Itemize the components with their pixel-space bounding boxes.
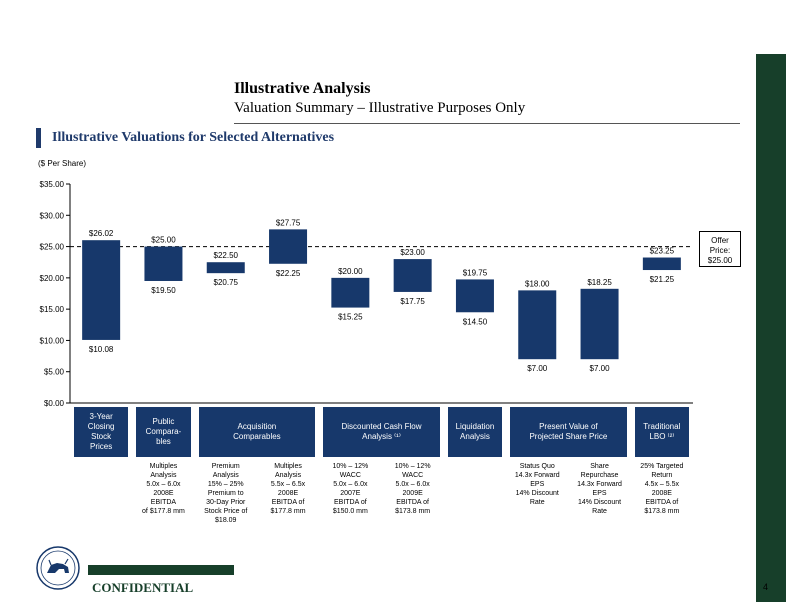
category-box: 3-Year Closing Stock Prices <box>74 407 129 457</box>
bar-low-label: $7.00 <box>527 364 548 373</box>
y-tick-label: $20.00 <box>40 274 65 283</box>
header-accent-bar <box>756 54 786 602</box>
page-number: 4 <box>763 582 769 592</box>
bar-low-label: $20.75 <box>214 278 239 287</box>
page-subtitle: Valuation Summary – Illustrative Purpose… <box>234 100 526 116</box>
range-bar <box>331 277 370 308</box>
range-bar <box>455 279 494 313</box>
range-bar <box>393 259 432 292</box>
category-box: Traditional LBO ⁽²⁾ <box>634 407 689 457</box>
bar-high-label: $25.00 <box>151 236 176 245</box>
range-bar <box>642 257 681 271</box>
y-tick-label: $30.00 <box>40 211 65 220</box>
y-tick-label: $0.00 <box>44 399 65 408</box>
bar-low-label: $14.50 <box>463 317 488 326</box>
confidential-label: CONFIDENTIAL <box>92 580 194 595</box>
units-label: ($ Per Share) <box>38 159 87 168</box>
category-note: Multiples Analysis 5.0x – 6.0x 2008E EBI… <box>142 463 185 515</box>
bar-high-label: $19.75 <box>463 268 488 277</box>
category-note: 10% – 12% WACC 5.0x – 6.0x 2009E EBITDA … <box>394 463 431 515</box>
bar-high-label: $27.75 <box>276 218 301 227</box>
y-tick-label: $10.00 <box>40 336 65 345</box>
y-tick-label: $15.00 <box>40 305 65 314</box>
category-note: Status Quo 14.3x Forward EPS 14% Discoun… <box>514 463 560 506</box>
page-title: Illustrative Analysis <box>234 80 371 97</box>
bar-high-label: $18.00 <box>525 279 550 288</box>
category-box: Public Compara- bles <box>136 407 191 457</box>
y-tick-label: $35.00 <box>40 180 65 189</box>
category-note: 25% Targeted Return 4.5x – 5.5x 2008E EB… <box>640 463 684 515</box>
bar-high-label: $20.00 <box>338 267 363 276</box>
bar-high-label: $23.00 <box>400 248 425 257</box>
category-note: Premium Analysis 15% – 25% Premium to 30… <box>204 463 248 524</box>
y-tick-label: $25.00 <box>40 243 65 252</box>
range-bar <box>82 240 121 340</box>
range-bar <box>518 290 557 360</box>
category-note: Share Repurchase 14.3x Forward EPS 14% D… <box>577 463 622 515</box>
bar-high-label: $22.50 <box>214 251 239 260</box>
company-logo <box>36 546 80 590</box>
category-box: Present Value of Projected Share Price <box>510 407 627 457</box>
bar-low-label: $7.00 <box>590 364 611 373</box>
range-bar <box>580 288 619 360</box>
category-box: Liquidation Analysis <box>447 407 503 457</box>
category-note: 10% – 12% WACC 5.0x – 6.0x 2007E EBITDA … <box>332 463 369 515</box>
range-bar <box>144 246 183 281</box>
bar-high-label: $23.25 <box>650 247 675 256</box>
category-note: Multiples Analysis 5.5x – 6.5x 2008E EBI… <box>270 463 306 515</box>
bar-high-label: $18.25 <box>587 278 612 287</box>
bar-low-label: $19.50 <box>151 286 176 295</box>
category-box: Acquisition Comparables <box>198 407 316 457</box>
range-bar <box>269 229 308 264</box>
offer-price-box: Offer Price: $25.00 <box>699 231 741 267</box>
bar-low-label: $21.25 <box>650 275 675 284</box>
bar-low-label: $10.08 <box>89 345 114 354</box>
bar-low-label: $22.25 <box>276 269 301 278</box>
section-title: Illustrative Valuations for Selected Alt… <box>52 130 335 145</box>
range-bar <box>206 262 245 274</box>
bar-low-label: $17.75 <box>400 297 425 306</box>
title-divider <box>234 123 740 124</box>
section-marker <box>36 128 41 148</box>
bar-high-label: $26.02 <box>89 229 114 238</box>
category-box: Discounted Cash Flow Analysis ⁽¹⁾ <box>323 407 440 457</box>
bar-low-label: $15.25 <box>338 313 363 322</box>
footer-accent-bar <box>88 565 234 575</box>
y-tick-label: $5.00 <box>44 368 65 377</box>
